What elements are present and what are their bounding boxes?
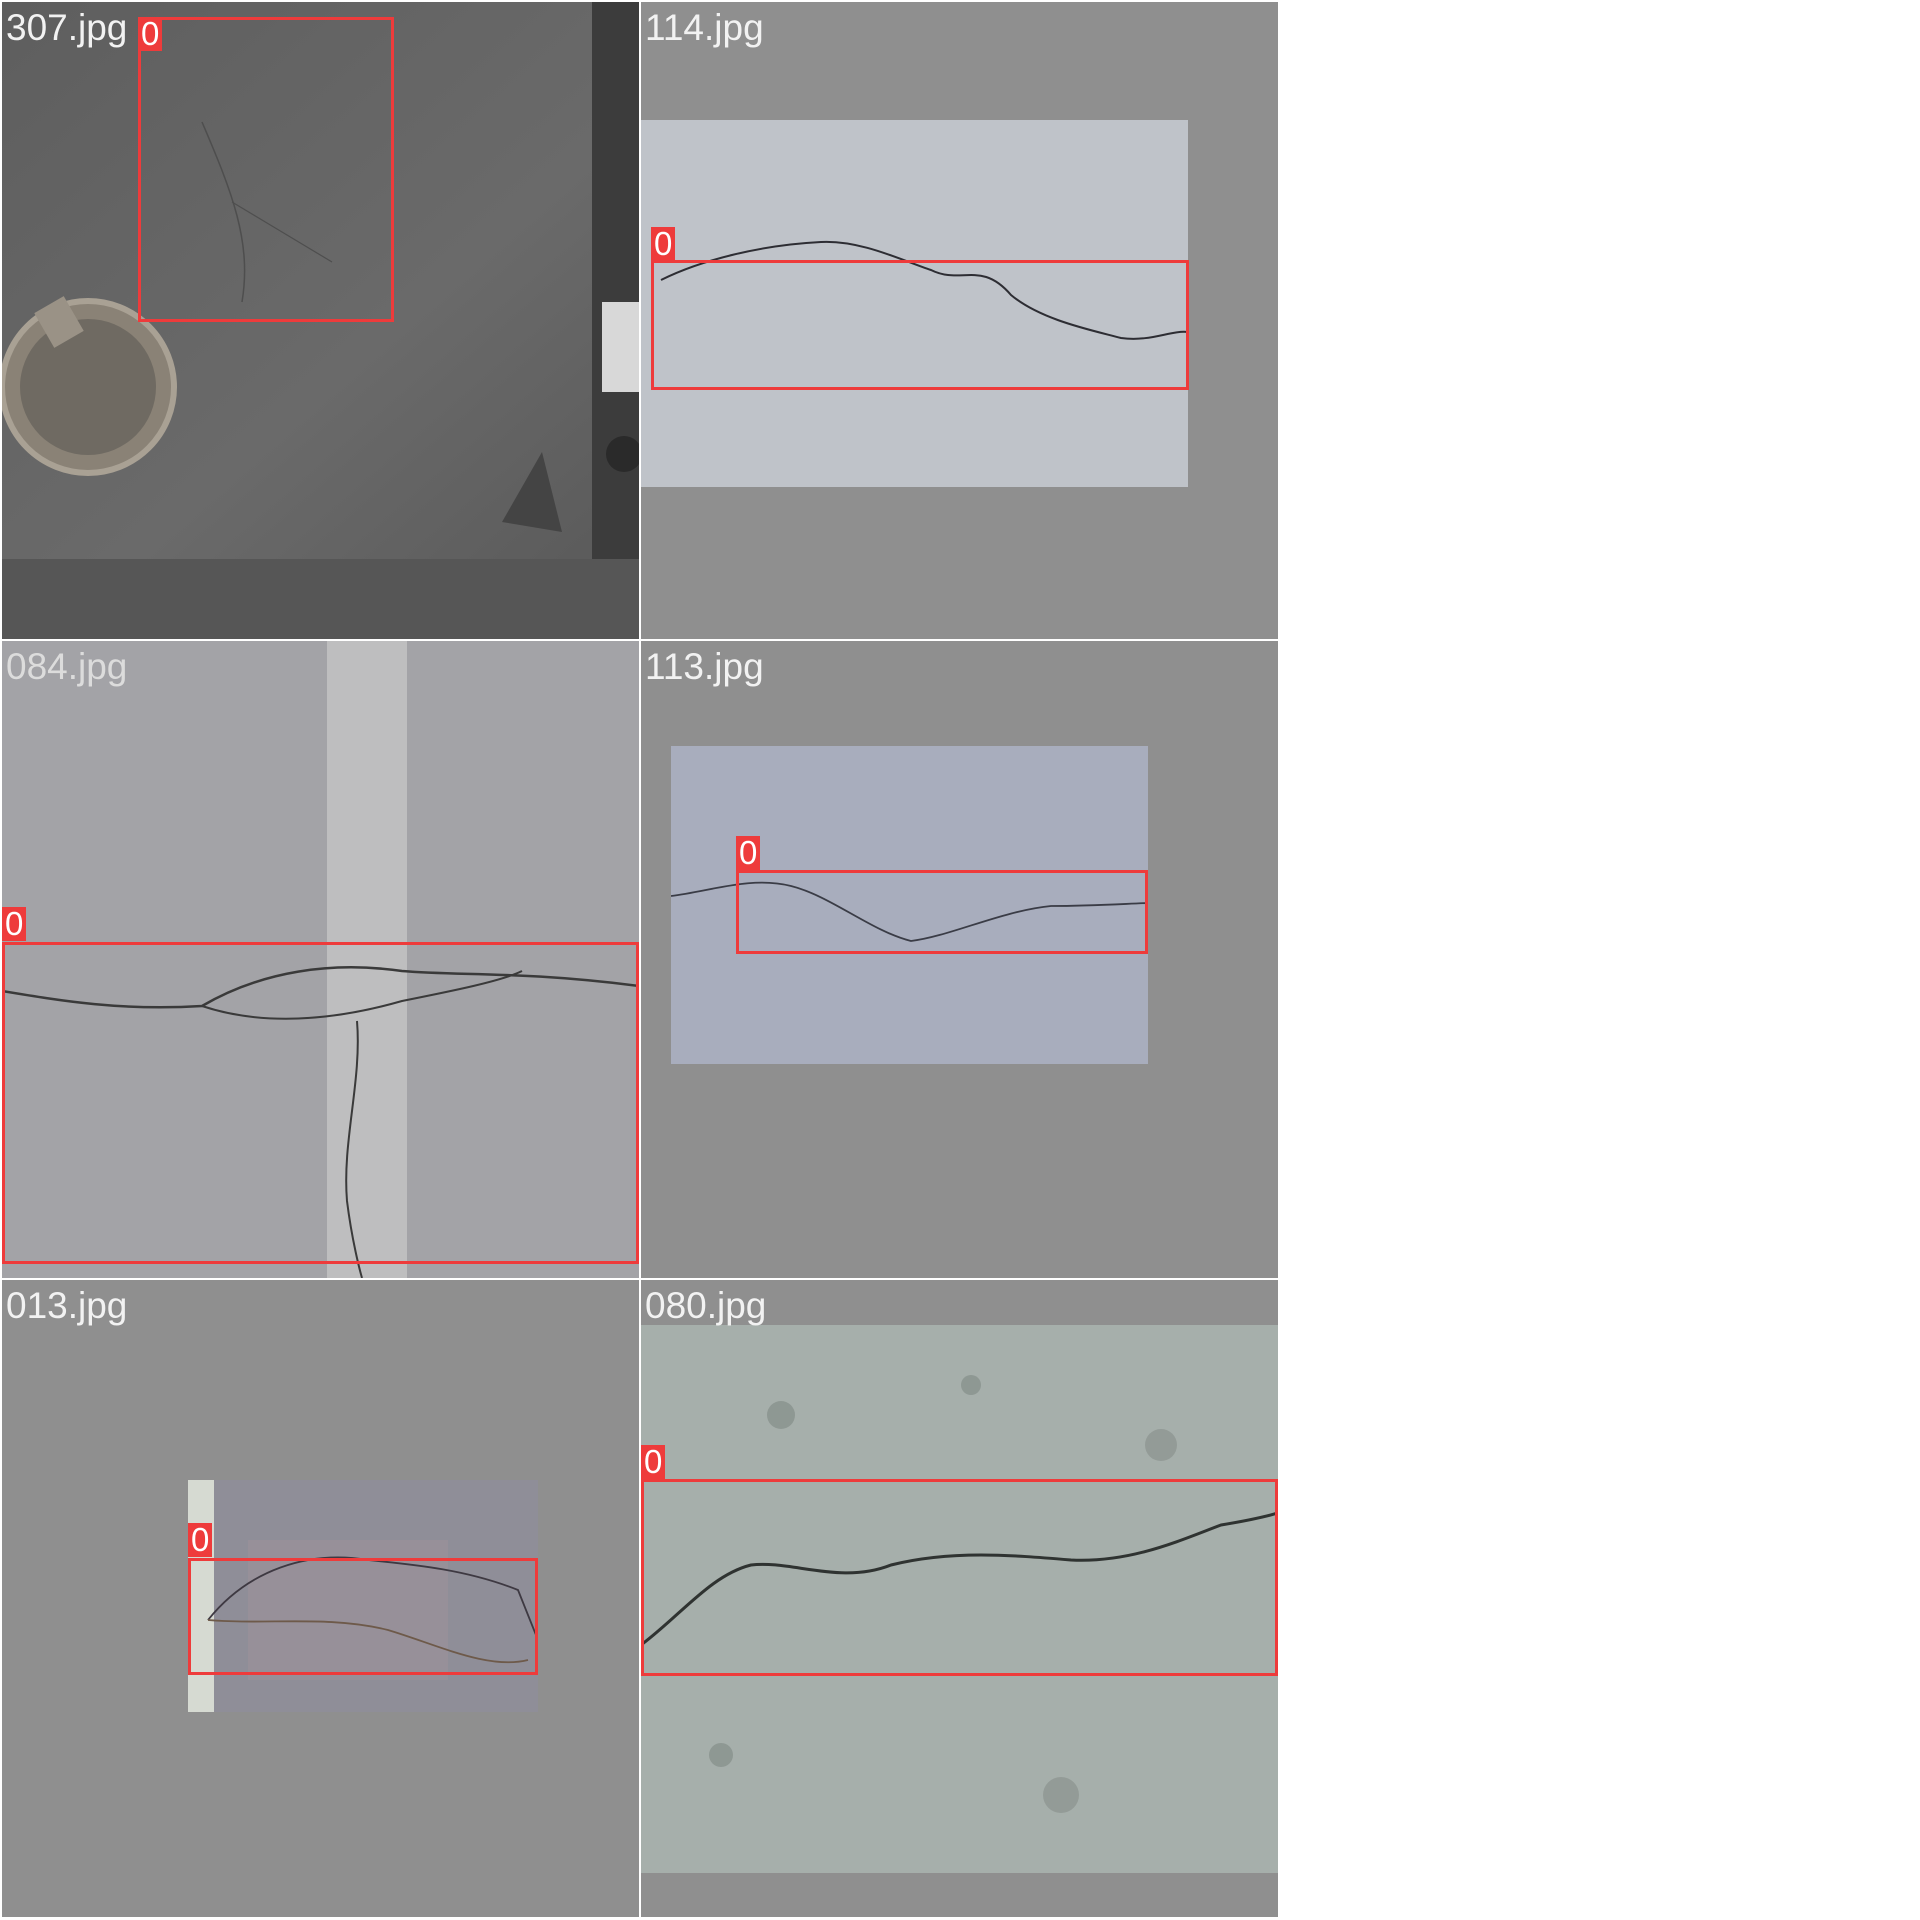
filename-label: 013.jpg <box>6 1285 128 1326</box>
road-photo-113 <box>671 746 1148 1064</box>
crack-bounding-box <box>138 17 394 322</box>
filename-label: 080.jpg <box>645 1285 767 1326</box>
class-label-badge: 0 <box>641 1445 666 1479</box>
class-label-badge: 0 <box>138 17 163 51</box>
mosaic-tile-307: 307.jpg 0 <box>2 2 639 639</box>
road-photo-307 <box>2 2 639 559</box>
class-label-badge: 0 <box>188 1523 213 1557</box>
filename-label: 307.jpg <box>6 7 128 48</box>
image-mosaic: 307.jpg 0 114.jpg 0 084.jpg <box>2 2 1278 1917</box>
mosaic-tile-013: 013.jpg 0 <box>2 1280 639 1917</box>
mosaic-tile-113: 113.jpg 0 <box>641 641 1278 1278</box>
mosaic-tile-114: 114.jpg 0 <box>641 2 1278 639</box>
filename-label: 113.jpg <box>645 646 764 687</box>
crack-bounding-box <box>641 1479 1278 1676</box>
class-label-badge: 0 <box>736 836 761 870</box>
filename-label: 084.jpg <box>6 646 128 687</box>
crack-bounding-box <box>2 942 639 1264</box>
crack-bounding-box <box>736 870 1148 954</box>
crack-bounding-box <box>188 1558 538 1675</box>
crack-bounding-box <box>651 260 1189 390</box>
class-label-badge: 0 <box>2 907 27 941</box>
road-photo-080 <box>641 1325 1278 1873</box>
mosaic-tile-084: 084.jpg 0 <box>2 641 639 1278</box>
mosaic-tile-080: 080.jpg 0 <box>641 1280 1278 1917</box>
road-photo-114 <box>641 120 1188 487</box>
class-label-badge: 0 <box>651 227 676 261</box>
road-photo-084 <box>2 641 639 1278</box>
filename-label: 114.jpg <box>645 7 764 48</box>
